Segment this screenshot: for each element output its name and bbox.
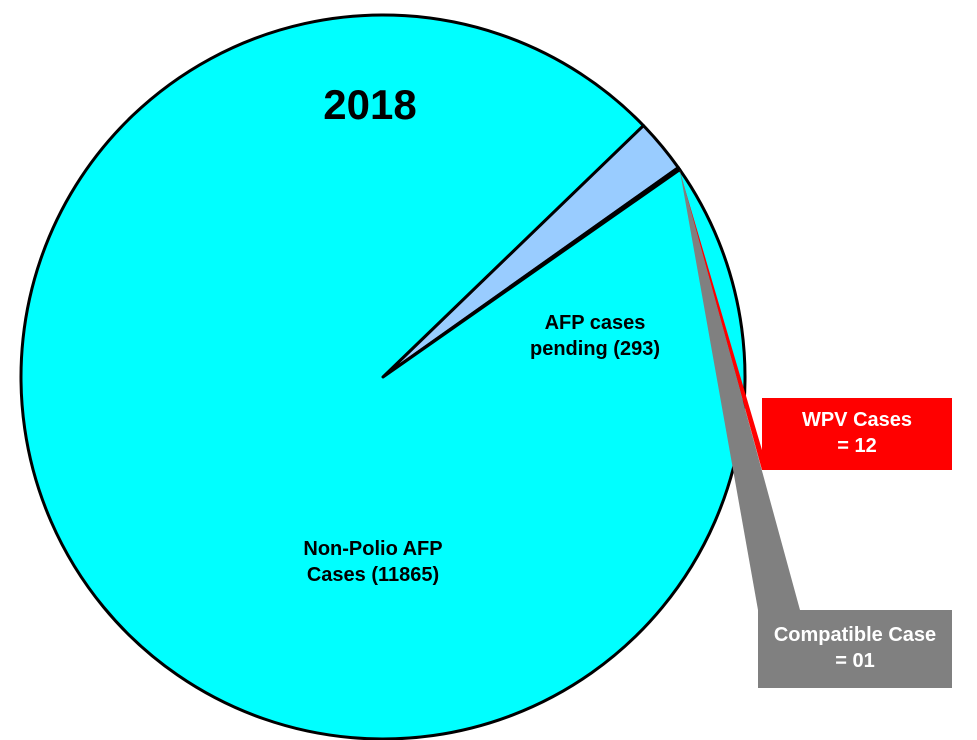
- slice-label: WPV Cases = 12: [802, 409, 912, 457]
- pie: [19, 13, 747, 740]
- slice-label: AFP cases pending (293): [530, 312, 660, 360]
- chart-title: 2018: [323, 81, 416, 128]
- slice-label: Compatible Case = 01: [774, 624, 936, 672]
- slice-label: Non-Polio AFP Cases (11865): [303, 538, 442, 586]
- label-box: [762, 398, 952, 470]
- label-connector: [679, 169, 800, 610]
- pie-slice: [19, 13, 747, 740]
- labels: AFP cases pending (293) WPV Cases = 12 Compa…: [303, 168, 952, 688]
- label-box: [758, 610, 952, 688]
